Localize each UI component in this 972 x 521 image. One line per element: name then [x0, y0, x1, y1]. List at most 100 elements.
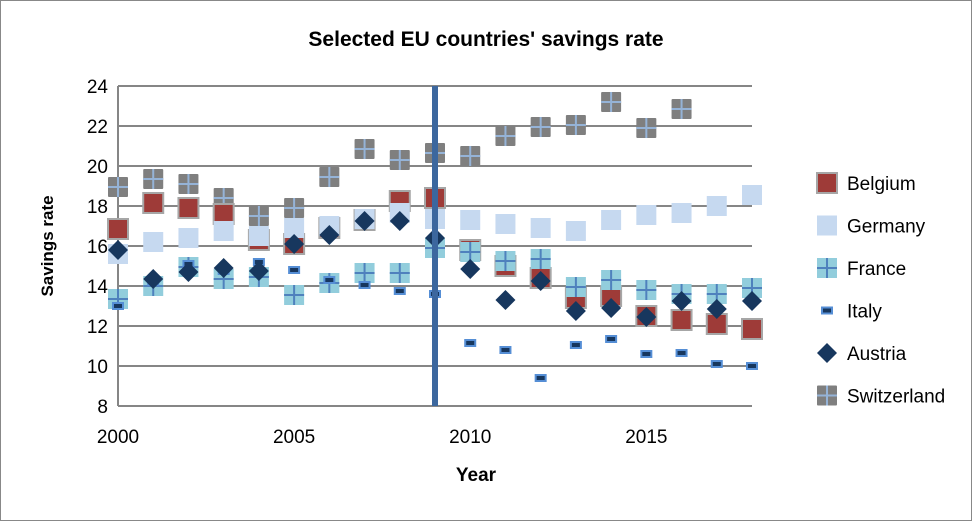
y-tick-label: 16	[87, 237, 108, 258]
data-point-france-cross	[389, 263, 410, 283]
data-point-switzerland-cross	[636, 118, 657, 138]
data-point-austria	[319, 225, 340, 245]
data-point-france-cross	[530, 249, 551, 269]
data-point-italy	[534, 374, 547, 382]
data-point-austria	[530, 271, 551, 291]
data-point-switzerland-cross	[178, 174, 199, 194]
legend-label: France	[847, 259, 906, 280]
data-point-germany	[143, 232, 164, 252]
data-point-austria	[706, 299, 727, 319]
y-tick-label: 18	[87, 197, 108, 218]
data-point-italy	[358, 281, 371, 289]
data-point-italy	[393, 287, 406, 295]
data-point-germany	[530, 218, 551, 238]
legend-label: Belgium	[847, 174, 916, 195]
data-point-germany	[636, 205, 657, 225]
data-point-austria	[284, 234, 305, 254]
data-point-france-cross	[565, 277, 586, 297]
data-point-switzerland-cross	[460, 146, 481, 166]
y-tick-label: 22	[87, 117, 108, 138]
legend-marker-cross	[817, 258, 837, 278]
data-point-switzerland-cross	[319, 167, 340, 187]
x-tick-label: 2005	[273, 427, 315, 448]
data-point-germany	[284, 218, 305, 238]
data-point-germany	[565, 221, 586, 241]
data-point-france-cross	[495, 251, 516, 271]
data-point-belgium	[107, 218, 129, 240]
data-point-austria	[495, 290, 516, 310]
data-point-switzerland-cross	[108, 177, 128, 197]
data-point-germany	[178, 228, 199, 248]
data-point-germany	[460, 210, 481, 230]
data-point-italy	[569, 341, 582, 349]
legend-marker	[821, 306, 833, 315]
data-point-austria	[565, 301, 586, 321]
data-point-belgium	[670, 309, 693, 331]
legend-marker	[816, 172, 838, 194]
data-point-austria	[742, 291, 762, 311]
legend-item-belgium: Belgium	[816, 172, 916, 195]
legend-item-germany: Germany	[817, 215, 926, 238]
reference-line-2009	[432, 86, 438, 406]
data-point-germany	[495, 214, 516, 234]
legend-item-france: France	[817, 258, 906, 280]
chart-title: Selected EU countries' savings rate	[308, 28, 663, 51]
data-point-austria	[178, 262, 199, 282]
y-tick-label: 14	[87, 277, 109, 298]
data-point-italy	[323, 276, 336, 284]
data-point-germany	[706, 196, 727, 216]
data-point-austria	[636, 307, 657, 327]
data-point-italy	[464, 339, 477, 347]
y-tick-label: 12	[87, 317, 108, 338]
data-point-france-cross	[460, 242, 481, 262]
data-point-austria	[213, 258, 234, 278]
legend-label: Austria	[847, 344, 907, 365]
x-tick-label: 2010	[449, 427, 491, 448]
data-point-italy	[605, 335, 618, 343]
legend-item-austria: Austria	[817, 343, 907, 365]
data-point-france-cross	[284, 285, 305, 305]
data-point-switzerland-cross	[143, 169, 164, 189]
data-point-italy	[675, 349, 688, 357]
data-point-austria	[389, 211, 410, 231]
data-point-italy	[640, 350, 653, 358]
legend-marker	[817, 215, 837, 236]
legend-item-switzerland: Switzerland	[817, 385, 945, 408]
data-point-belgium	[741, 318, 763, 340]
data-point-france-cross	[636, 280, 657, 300]
y-axis-label: Savings rate	[38, 195, 57, 296]
data-point-italy	[746, 362, 758, 370]
legend-label: Germany	[847, 217, 926, 238]
data-point-germany	[742, 185, 762, 205]
data-point-germany	[671, 203, 692, 223]
legend-label: Switzerland	[847, 387, 945, 408]
data-point-switzerland-cross	[671, 99, 692, 119]
data-point-france-cross	[354, 263, 375, 283]
data-point-austria	[108, 240, 128, 260]
data-point-austria	[671, 291, 692, 311]
data-point-germany	[248, 226, 269, 246]
data-point-switzerland-cross	[284, 198, 305, 218]
data-point-germany	[601, 210, 622, 230]
data-point-austria	[601, 298, 622, 318]
data-point-switzerland-cross	[495, 126, 516, 146]
data-point-germany	[213, 221, 234, 241]
legend-label: Italy	[847, 302, 882, 323]
data-point-austria	[248, 261, 269, 281]
legend-marker-cross	[817, 385, 837, 406]
data-point-switzerland-cross	[565, 115, 586, 135]
x-tick-label: 2015	[625, 427, 667, 448]
y-tick-label: 24	[87, 77, 109, 98]
data-point-switzerland-cross	[389, 150, 410, 170]
x-tick-label: 2000	[97, 427, 139, 448]
data-point-france-cross	[601, 270, 622, 290]
data-point-switzerland-cross	[530, 117, 551, 137]
data-point-austria	[460, 259, 481, 279]
data-point-belgium	[142, 192, 165, 214]
data-point-switzerland-cross	[248, 206, 269, 226]
data-point-italy	[710, 360, 723, 368]
data-point-italy	[112, 302, 124, 310]
legend-marker	[817, 343, 837, 363]
